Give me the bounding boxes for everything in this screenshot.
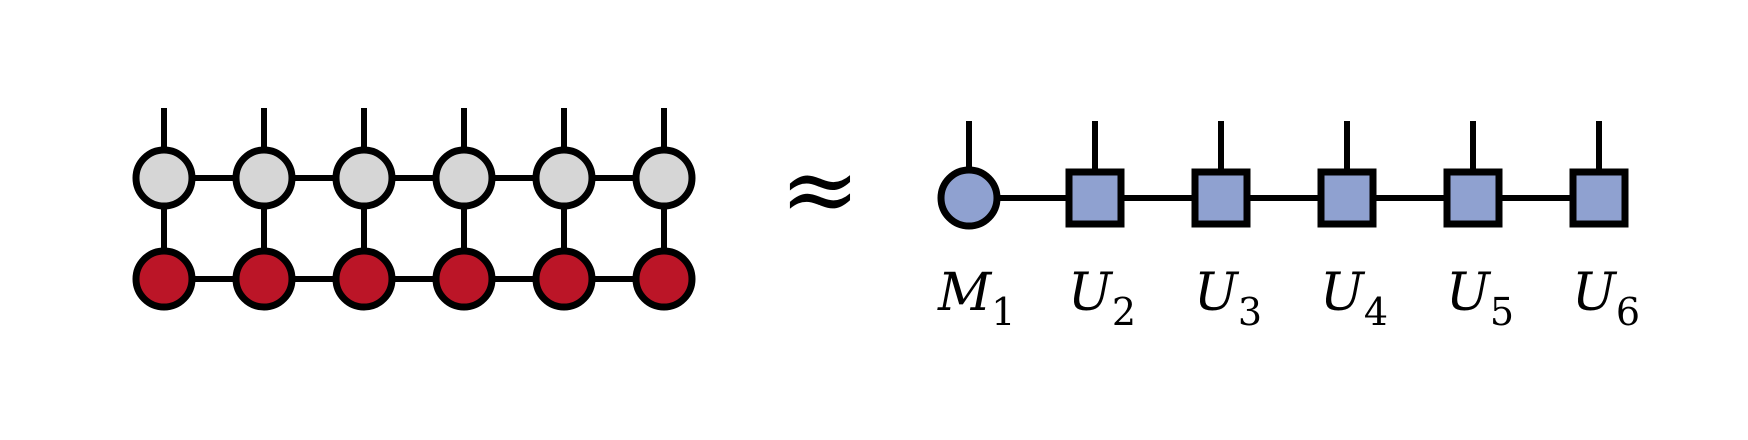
label-u3-main: U bbox=[1194, 263, 1240, 323]
mps-physical-legs bbox=[966, 121, 1602, 174]
top-node-5 bbox=[532, 146, 596, 210]
bottom-node-3 bbox=[332, 247, 396, 311]
label-u5: U5 bbox=[1446, 263, 1514, 334]
label-u2-main: U bbox=[1068, 263, 1114, 323]
mps-node-u4 bbox=[1317, 168, 1377, 228]
bottom-node-5 bbox=[532, 247, 596, 311]
bottom-node-4 bbox=[432, 247, 496, 311]
mps-node-u2 bbox=[1065, 168, 1125, 228]
label-u4-sub: 4 bbox=[1364, 290, 1388, 334]
grid-network bbox=[132, 108, 696, 311]
grid-physical-legs bbox=[161, 108, 667, 148]
top-node-3 bbox=[332, 146, 396, 210]
label-m1-sub: 1 bbox=[991, 290, 1015, 334]
mps-labels: M1 U2 U3 U4 U5 U6 bbox=[937, 263, 1640, 334]
top-node-4 bbox=[432, 146, 496, 210]
label-m1: M1 bbox=[937, 263, 1015, 334]
label-u4: U4 bbox=[1320, 263, 1388, 334]
label-u6-sub: 6 bbox=[1616, 290, 1640, 334]
bottom-node-2 bbox=[232, 247, 296, 311]
mps-node-m1 bbox=[937, 166, 1001, 230]
mps-node-u5 bbox=[1443, 168, 1503, 228]
grid-top-row-nodes bbox=[132, 146, 696, 210]
label-u6-main: U bbox=[1572, 263, 1618, 323]
grid-bottom-row-nodes bbox=[132, 247, 696, 311]
label-u3-sub: 3 bbox=[1238, 290, 1262, 334]
label-m1-main: M bbox=[937, 263, 993, 323]
label-u5-sub: 5 bbox=[1490, 290, 1514, 334]
top-node-2 bbox=[232, 146, 296, 210]
bottom-node-1 bbox=[132, 247, 196, 311]
top-node-6 bbox=[632, 146, 696, 210]
mps-node-u3 bbox=[1191, 168, 1251, 228]
label-u3: U3 bbox=[1194, 263, 1262, 334]
top-node-1 bbox=[132, 146, 196, 210]
approx-symbol: ≈ bbox=[780, 133, 860, 245]
label-u5-main: U bbox=[1446, 263, 1492, 323]
label-u2-sub: 2 bbox=[1112, 290, 1136, 334]
label-u4-main: U bbox=[1320, 263, 1366, 323]
mps-chain bbox=[937, 121, 1629, 230]
label-u2: U2 bbox=[1068, 263, 1136, 334]
label-u6: U6 bbox=[1572, 263, 1640, 334]
bottom-node-6 bbox=[632, 247, 696, 311]
mps-node-u6 bbox=[1569, 168, 1629, 228]
